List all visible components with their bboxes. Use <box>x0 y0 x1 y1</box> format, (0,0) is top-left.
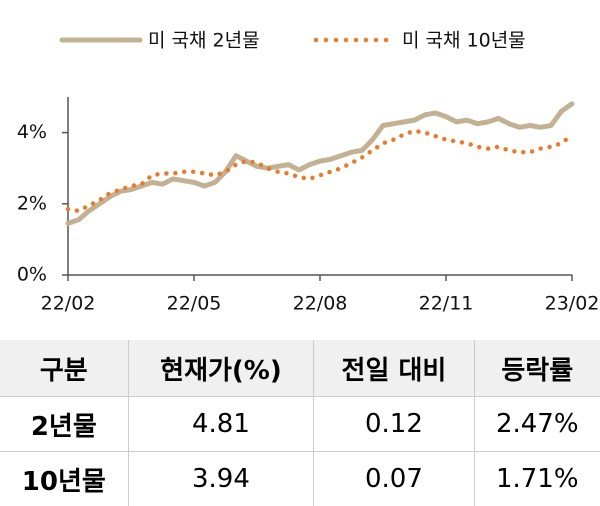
y-tick-label: 2% <box>17 192 47 214</box>
header-cell: 현재가(%) <box>128 340 314 397</box>
x-tick-label: 22/05 <box>167 293 222 315</box>
table-header: 구분 현재가(%) 전일 대비 등락률 <box>0 340 600 397</box>
chart: 0% 2% 4% 22/02 22/05 22/08 22/11 23/02 미 국채 2년물 미… <box>0 0 600 340</box>
legend-label: 미 국채 10년물 <box>402 30 526 52</box>
cell: 0.12 <box>314 397 474 452</box>
cell: 0.07 <box>314 452 474 506</box>
cell: 4.81 <box>128 397 314 452</box>
x-tick-label: 23/02 <box>545 293 600 315</box>
row-label: 10년물 <box>0 452 128 506</box>
data-table: 구분 현재가(%) 전일 대비 등락률 2년물 4.81 0.12 2.47% … <box>0 340 600 506</box>
header-cell: 구분 <box>0 340 128 397</box>
row-label: 2년물 <box>0 397 128 452</box>
x-tick-label: 22/08 <box>293 293 348 315</box>
table-row: 2년물 4.81 0.12 2.47% <box>0 397 600 452</box>
x-tick-label: 22/02 <box>41 293 96 315</box>
cell: 2.47% <box>474 397 600 452</box>
y-tick-label: 4% <box>17 121 47 143</box>
cell: 3.94 <box>128 452 314 506</box>
legend-label: 미 국채 2년물 <box>148 30 260 52</box>
x-tick-label: 22/11 <box>419 293 474 315</box>
series-line <box>68 104 572 224</box>
cell: 1.71% <box>474 452 600 506</box>
header-cell: 전일 대비 <box>314 340 474 397</box>
y-tick-label: 0% <box>17 264 47 286</box>
table-row: 10년물 3.94 0.07 1.71% <box>0 452 600 506</box>
header-cell: 등락률 <box>474 340 600 397</box>
series-line <box>68 131 572 211</box>
